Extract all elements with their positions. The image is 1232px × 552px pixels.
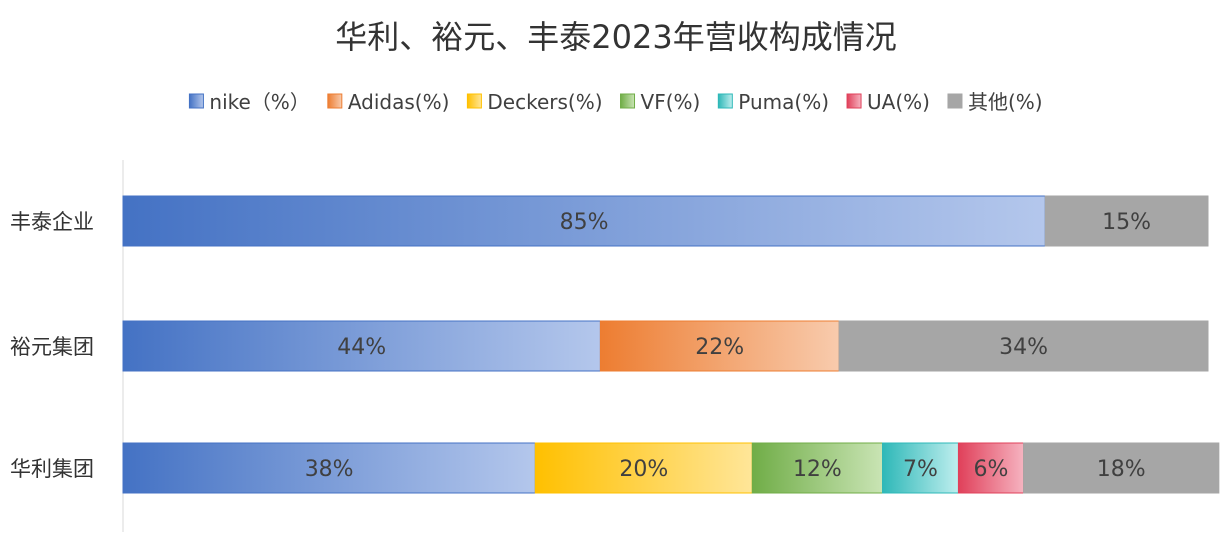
bar-segment	[122, 320, 601, 372]
data-label: 7%	[903, 457, 938, 482]
legend-item: nike（%）	[188, 90, 310, 114]
legend: nike（%） Adidas(%) Deckers(%) VF(%) Puma(%) UA…	[188, 90, 1043, 114]
legend-swatch	[717, 93, 733, 109]
legend-label: nike（%）	[209, 90, 309, 114]
chart-title: 华利、裕元、丰泰2023年营收构成情况	[335, 18, 896, 56]
bar-segment	[122, 195, 1046, 247]
bar-segment	[957, 442, 1025, 494]
legend-label: UA(%)	[867, 90, 930, 114]
data-label: 85%	[560, 210, 609, 235]
legend-item: Deckers(%)	[466, 90, 603, 114]
data-label: 44%	[337, 335, 386, 360]
legend-item: Puma(%)	[717, 90, 829, 114]
legend-item: VF(%)	[620, 90, 701, 114]
data-label: 38%	[305, 457, 354, 482]
legend-label: Adidas(%)	[348, 90, 450, 114]
legend-label: Puma(%)	[738, 90, 829, 114]
legend-label: 其他(%)	[968, 90, 1043, 114]
legend-item: UA(%)	[846, 90, 930, 114]
legend-swatch	[620, 93, 636, 109]
data-label: 18%	[1097, 457, 1146, 482]
legend-swatch	[947, 93, 963, 109]
legend-item: 其他(%)	[947, 90, 1043, 114]
data-label: 20%	[619, 457, 668, 482]
category-label: 丰泰企业	[10, 210, 94, 234]
data-label: 34%	[999, 335, 1048, 360]
category-label: 裕元集团	[10, 335, 94, 359]
bar-segment	[882, 442, 959, 494]
bar-segment	[1044, 195, 1209, 247]
bar-segment	[838, 320, 1209, 372]
legend-label: Deckers(%)	[487, 90, 602, 114]
bar-segment	[1023, 442, 1220, 494]
legend-swatch	[327, 93, 343, 109]
legend-swatch	[188, 93, 204, 109]
legend-label: VF(%)	[641, 90, 701, 114]
data-label: 22%	[695, 335, 744, 360]
data-label: 6%	[974, 457, 1009, 482]
bars	[122, 195, 1220, 494]
category-label: 华利集团	[10, 457, 94, 481]
legend-item: Adidas(%)	[327, 90, 450, 114]
data-labels: 85% 15% 44% 22% 34% 38% 20% 12% 7% 6% 18%	[305, 210, 1151, 482]
data-label: 15%	[1102, 210, 1151, 235]
bar-segment	[751, 442, 883, 494]
legend-swatch	[466, 93, 482, 109]
legend-swatch	[846, 93, 862, 109]
bar-segment	[122, 442, 536, 494]
data-label: 12%	[793, 457, 842, 482]
